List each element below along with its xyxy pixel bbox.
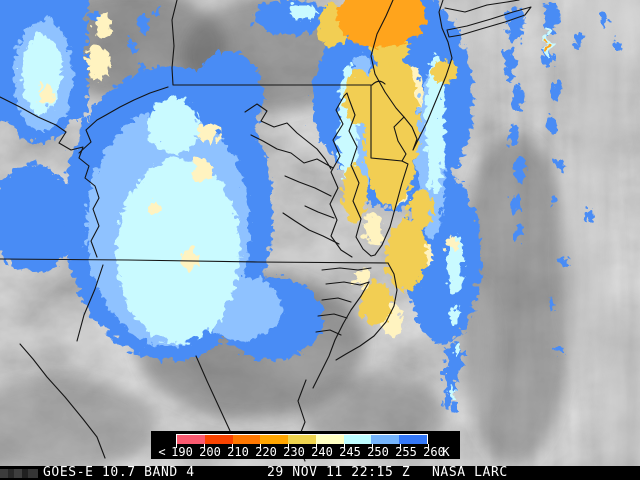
colorbar-tick-label: 245 bbox=[339, 445, 361, 459]
colorbar-tick bbox=[400, 444, 401, 448]
colorbar-tick bbox=[204, 444, 205, 448]
colorbar-tick-label: 230 bbox=[283, 445, 305, 459]
credit-label: NASA LARC bbox=[432, 465, 508, 480]
state-borders bbox=[0, 0, 532, 462]
colorbar-segment bbox=[177, 435, 205, 444]
satellite-image bbox=[0, 0, 640, 466]
colorbar-segment bbox=[371, 435, 400, 444]
colorbar-tick-label: 240 bbox=[311, 445, 333, 459]
colorbar-segment bbox=[343, 435, 372, 444]
colorbar-tick-label: 255 bbox=[395, 445, 417, 459]
colorbar-prefix-label: < bbox=[158, 445, 166, 459]
colorbar-segment bbox=[315, 435, 344, 444]
colorbar-tick bbox=[288, 444, 289, 448]
colorbar-segment bbox=[399, 435, 428, 444]
colorbar-unit-label: K bbox=[442, 445, 450, 459]
colorbar-tick-label: 190 bbox=[171, 445, 193, 459]
product-label: GOES-E 10.7 BAND 4 bbox=[43, 465, 195, 480]
colorbar-segment bbox=[232, 435, 261, 444]
satellite-map-svg bbox=[0, 0, 640, 466]
colorbar-tick bbox=[428, 444, 429, 448]
status-bar: GOES-E 10.7 BAND 4 29 NOV 11 22:15 Z NAS… bbox=[0, 466, 640, 480]
colorbar-tick-label: 210 bbox=[227, 445, 249, 459]
colorbar-tick bbox=[260, 444, 261, 448]
colorbar-tick bbox=[232, 444, 233, 448]
colorbar-tick bbox=[344, 444, 345, 448]
colorbar-segment bbox=[260, 435, 289, 444]
colorbar-tick bbox=[176, 444, 177, 448]
colorbar-tick bbox=[316, 444, 317, 448]
colorbar-tick bbox=[372, 444, 373, 448]
colorbar-tick-label: 200 bbox=[199, 445, 221, 459]
temperature-colorbar: < 190 200 210 220 230 240 245 250 255 260 K bbox=[151, 431, 460, 459]
corner-artifact bbox=[0, 469, 38, 478]
cold-cloud-overlay bbox=[0, 0, 617, 409]
colorbar-tick-label: 250 bbox=[367, 445, 389, 459]
colorbar-segment bbox=[204, 435, 233, 444]
colorbar-tick-label: 220 bbox=[255, 445, 277, 459]
colorbar-tick-label: 260 bbox=[423, 445, 445, 459]
colorbar-gradient bbox=[176, 434, 428, 444]
colorbar-segment bbox=[288, 435, 316, 444]
timestamp-label: 29 NOV 11 22:15 Z bbox=[267, 465, 411, 480]
